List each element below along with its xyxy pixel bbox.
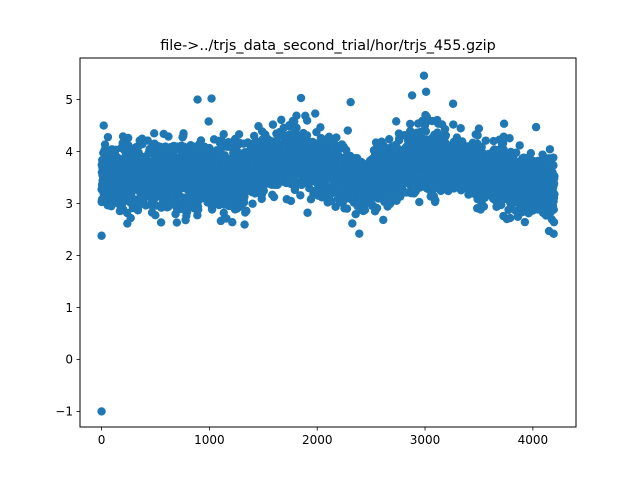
y-tick-label: 4 bbox=[65, 145, 73, 159]
points-layer bbox=[97, 71, 559, 416]
x-tick-label: 4000 bbox=[518, 433, 549, 447]
data-point bbox=[156, 218, 166, 227]
data-point bbox=[360, 205, 370, 215]
data-point bbox=[506, 213, 515, 223]
data-point bbox=[194, 205, 203, 214]
data-point bbox=[99, 121, 108, 130]
data-point bbox=[277, 115, 286, 125]
data-point bbox=[124, 133, 133, 143]
data-point bbox=[379, 215, 388, 225]
data-point bbox=[531, 122, 541, 132]
data-point bbox=[421, 87, 431, 96]
data-point bbox=[343, 126, 352, 135]
data-point bbox=[549, 153, 558, 162]
data-point bbox=[342, 204, 352, 213]
data-point bbox=[520, 217, 530, 227]
data-point bbox=[474, 124, 484, 133]
data-point bbox=[316, 123, 325, 132]
data-point bbox=[415, 197, 424, 207]
data-point bbox=[441, 131, 451, 140]
data-point bbox=[332, 133, 341, 142]
x-tick-label: 2000 bbox=[302, 433, 333, 447]
y-tick-label: 5 bbox=[65, 93, 73, 107]
data-point bbox=[511, 148, 521, 157]
data-point bbox=[348, 219, 357, 228]
data-point bbox=[172, 218, 182, 227]
data-point bbox=[296, 93, 306, 103]
data-point bbox=[311, 109, 320, 118]
data-point bbox=[326, 196, 336, 206]
data-point bbox=[431, 196, 440, 205]
data-point bbox=[407, 91, 417, 100]
data-point bbox=[499, 119, 509, 128]
data-point bbox=[303, 208, 312, 217]
y-tick-label: 2 bbox=[65, 249, 73, 263]
x-tick-label: 0 bbox=[98, 433, 106, 447]
data-point bbox=[481, 136, 490, 145]
data-point bbox=[544, 226, 554, 236]
data-point bbox=[550, 171, 559, 181]
data-point bbox=[385, 134, 394, 144]
data-point bbox=[240, 220, 249, 229]
data-point bbox=[286, 196, 296, 206]
data-point bbox=[419, 71, 429, 80]
data-point bbox=[193, 95, 202, 104]
y-tick-label: 3 bbox=[65, 197, 73, 211]
data-point bbox=[355, 229, 364, 238]
data-point bbox=[545, 145, 555, 154]
data-point bbox=[207, 94, 216, 103]
x-tick-label: 3000 bbox=[410, 433, 441, 447]
y-tick-label: 1 bbox=[65, 301, 73, 315]
data-point bbox=[97, 407, 106, 416]
y-tick-label: −1 bbox=[55, 405, 73, 419]
data-point bbox=[372, 203, 382, 213]
data-point bbox=[351, 210, 360, 219]
data-point bbox=[150, 129, 159, 138]
data-point bbox=[421, 127, 431, 136]
data-point bbox=[234, 130, 244, 139]
data-point bbox=[456, 124, 465, 133]
data-point bbox=[219, 130, 228, 139]
data-point bbox=[248, 199, 257, 208]
data-point bbox=[479, 202, 489, 211]
data-point bbox=[196, 136, 206, 145]
data-point bbox=[449, 120, 458, 129]
data-point bbox=[269, 192, 279, 202]
data-point bbox=[296, 191, 305, 200]
data-point bbox=[228, 218, 237, 227]
data-point bbox=[550, 189, 559, 199]
data-point bbox=[346, 97, 355, 107]
data-point bbox=[292, 123, 301, 132]
data-point bbox=[100, 140, 110, 149]
data-point bbox=[549, 217, 559, 227]
data-point bbox=[179, 129, 188, 138]
data-point bbox=[292, 111, 301, 120]
x-tick-label: 1000 bbox=[194, 433, 225, 447]
y-tick-label: 0 bbox=[65, 353, 73, 367]
data-point bbox=[392, 117, 401, 126]
data-point bbox=[204, 117, 213, 126]
data-point bbox=[97, 231, 106, 240]
data-point bbox=[164, 132, 173, 141]
data-point bbox=[549, 205, 558, 214]
data-point bbox=[151, 211, 160, 220]
data-point bbox=[302, 116, 312, 125]
chart-title: file->../trjs_data_second_trial/hor/trjs… bbox=[160, 38, 496, 54]
data-point bbox=[268, 120, 278, 129]
data-point bbox=[515, 141, 524, 150]
data-point bbox=[103, 132, 113, 142]
data-point bbox=[259, 186, 268, 195]
data-point bbox=[448, 99, 458, 108]
data-point bbox=[505, 134, 514, 143]
data-point bbox=[526, 149, 536, 158]
data-point bbox=[242, 206, 251, 216]
data-point bbox=[549, 161, 558, 170]
data-point bbox=[126, 213, 135, 223]
